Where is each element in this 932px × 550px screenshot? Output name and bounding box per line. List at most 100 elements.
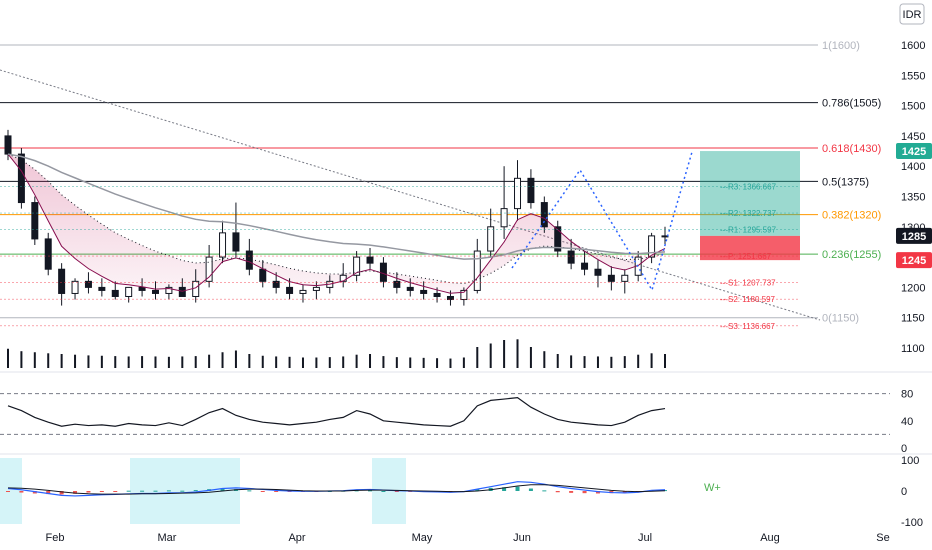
rsi-pane xyxy=(0,393,890,435)
macd-histogram-bar xyxy=(515,486,520,491)
macd-histogram-bar xyxy=(180,490,185,492)
volume-bar xyxy=(154,356,157,368)
macd-histogram-bar xyxy=(663,490,667,492)
volume-bar xyxy=(301,357,304,368)
currency-badge[interactable]: IDR xyxy=(899,3,925,25)
time-label-4: Jun xyxy=(513,532,531,544)
price-tag-bg-2 xyxy=(896,252,932,269)
pivot-label-2: ---R1: 1295.597 xyxy=(720,225,777,234)
rsi-tick-1: 40 xyxy=(901,416,913,428)
volume-bar xyxy=(610,356,613,368)
volume-bar xyxy=(409,357,412,368)
macd-histogram-bar xyxy=(582,491,587,494)
macd-axis[interactable]: 100 0 -100 xyxy=(901,455,923,529)
candle-body xyxy=(621,274,629,282)
volume-bar xyxy=(596,356,599,368)
time-label-5: Jul xyxy=(638,532,652,544)
macd-histogram-bar xyxy=(99,491,104,492)
candle-body xyxy=(514,177,522,210)
volume-bar xyxy=(288,356,291,368)
volume-bar xyxy=(114,356,117,368)
macd-histogram-bar xyxy=(274,491,279,492)
macd-histogram-bar xyxy=(140,490,145,492)
time-label-6: Aug xyxy=(760,532,780,544)
volume-bars xyxy=(7,339,666,368)
fib-label-0: 1(1600) xyxy=(822,40,860,52)
macd-highlight-2 xyxy=(0,458,22,524)
volume-bar xyxy=(275,356,278,368)
rsi-tick-2: 0 xyxy=(901,443,907,455)
candle-body xyxy=(420,289,428,294)
volume-bar xyxy=(382,356,385,368)
volume-bar xyxy=(449,358,452,368)
pivot-label-1: ---R2: 1322.737 xyxy=(720,209,777,218)
volume-bar xyxy=(221,352,224,368)
pivot-label-0: ---R3: 1366.667 xyxy=(720,182,777,191)
price-axis[interactable]: 1600155015001450140013501300125012001150… xyxy=(901,40,925,355)
volume-bar xyxy=(261,355,264,368)
candle-body xyxy=(84,280,92,288)
macd-tick-0: 100 xyxy=(901,455,919,467)
volume-bar xyxy=(328,357,331,368)
volume-bar xyxy=(208,354,211,368)
volume-bar xyxy=(503,340,506,368)
candle-body xyxy=(473,250,481,291)
macd-histogram-bar xyxy=(247,490,252,492)
rsi-axis[interactable]: 80 40 0 xyxy=(901,389,913,455)
downtrend-line[interactable] xyxy=(0,69,821,321)
volume-bar xyxy=(422,357,425,368)
macd-note: W+ xyxy=(704,482,721,494)
pivot-levels: ---R3: 1366.667 ---R2: 1322.737 ---R1: 129… xyxy=(0,182,800,331)
candle-body xyxy=(433,292,441,297)
macd-histogram-bar xyxy=(381,491,386,492)
time-label-2: Apr xyxy=(288,532,305,544)
volume-bar xyxy=(60,354,63,368)
volume-bar xyxy=(570,355,573,368)
candle-body xyxy=(4,135,12,155)
time-label-7: Se xyxy=(876,532,889,544)
candle-body xyxy=(406,286,414,291)
candle-body xyxy=(58,268,66,294)
volume-bar xyxy=(355,354,358,368)
volume-bar xyxy=(556,354,559,368)
candle-body xyxy=(98,286,106,291)
volume-bar xyxy=(650,353,653,368)
candle-body xyxy=(460,289,468,301)
fib-label-1: 0.786(1505) xyxy=(822,98,881,110)
candle-body xyxy=(487,226,495,252)
volume-bar xyxy=(664,354,666,368)
macd-histogram-bar xyxy=(475,489,480,491)
candle-body xyxy=(232,232,240,252)
volume-bar xyxy=(100,355,103,368)
macd-histogram-bar xyxy=(6,491,10,492)
macd-histogram-bar xyxy=(555,491,560,493)
candle-body xyxy=(648,235,656,258)
pivot-label-5: ---S2: 1180.597 xyxy=(720,295,776,304)
macd-histogram-bar xyxy=(595,491,600,494)
price-tick-2: 1500 xyxy=(901,101,925,113)
pivot-label-3: ---P: 1251.667 xyxy=(720,252,772,261)
time-axis[interactable]: Feb Mar Apr May Jun Jul Aug Se xyxy=(46,532,890,544)
volume-bar xyxy=(74,354,77,368)
macd-histogram-bar xyxy=(260,491,265,492)
candle-body xyxy=(554,226,562,252)
candle-body xyxy=(151,289,159,294)
rsi-tick-0: 80 xyxy=(901,389,913,401)
macd-histogram-bar xyxy=(394,491,399,492)
price-tick-8: 1200 xyxy=(901,282,925,294)
long-ma-line xyxy=(7,153,666,260)
price-tag-1: 1285 xyxy=(902,231,926,243)
volume-bar xyxy=(476,347,479,368)
fib-label-2: 0.618(1430) xyxy=(822,143,881,155)
volume-bar xyxy=(87,355,90,368)
candle-body xyxy=(178,286,186,297)
long-position-tool[interactable] xyxy=(700,151,800,261)
volume-bar xyxy=(47,353,50,368)
time-label-3: May xyxy=(412,532,433,544)
volume-bar xyxy=(315,357,318,368)
macd-histogram-bar xyxy=(86,491,91,493)
candle-body xyxy=(125,286,133,297)
candle-body xyxy=(299,289,307,294)
candle-body xyxy=(540,202,548,228)
